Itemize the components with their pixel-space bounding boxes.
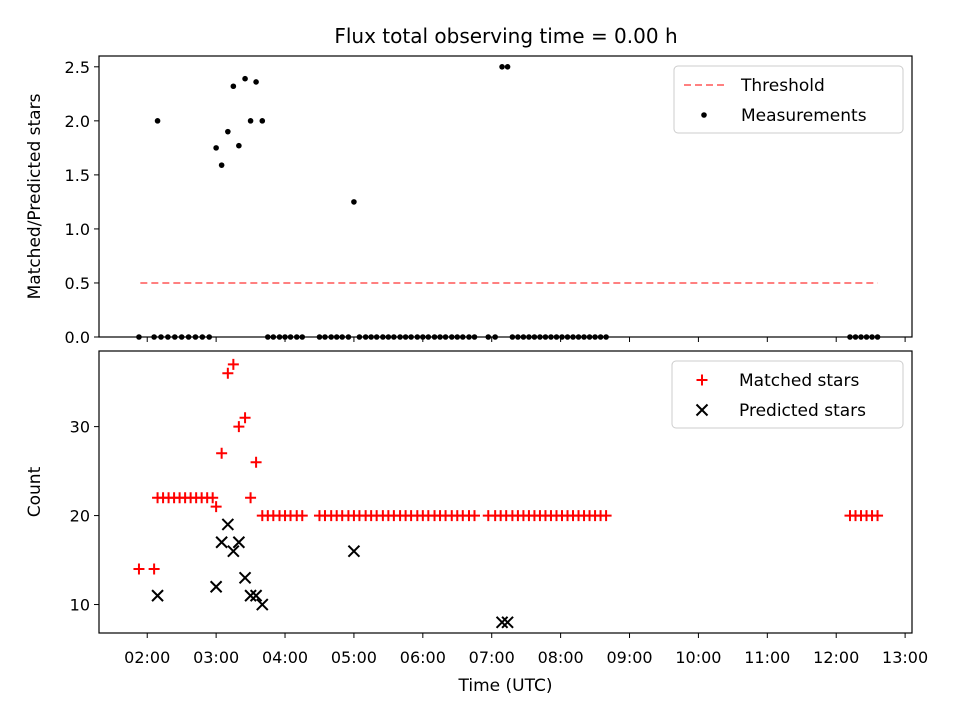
y-tick-label: 2.0 (65, 112, 90, 131)
y-tick-label: 0.0 (65, 328, 90, 347)
x-tick-label: 07:00 (469, 648, 515, 667)
legend-box (671, 360, 904, 429)
y-axis-label: Count (25, 466, 45, 517)
measurement-point (154, 118, 161, 124)
predicted-star-point (215, 536, 228, 549)
x-tick-label: 06:00 (400, 648, 446, 667)
axes-frame (98, 55, 913, 338)
matched-star-point (210, 501, 222, 513)
y-tick-label: 2.5 (65, 58, 90, 77)
matched-star-point (239, 412, 251, 424)
matched-star-point (207, 492, 219, 504)
x-tick-label: 12:00 (813, 648, 859, 667)
x-tick-label: 08:00 (538, 648, 584, 667)
y-tick-label: 1.5 (65, 166, 90, 185)
legend-measurement-swatch (701, 112, 707, 118)
legend-box (673, 65, 904, 134)
measurement-point (351, 199, 357, 205)
top-panel-ratio: 0.0 0.5 1.0 1.5 2.0 2.5 Matched/Predicted star… (25, 55, 913, 347)
matched-star-point (133, 563, 145, 575)
legend-matched-swatch (696, 374, 708, 386)
x-tick-label: 11:00 (744, 648, 790, 667)
legend-label: Threshold (740, 76, 825, 96)
x-tick-label: 10:00 (675, 648, 721, 667)
measurement-point (259, 118, 266, 124)
measurement-point (213, 145, 219, 151)
bottom-panel-counts: 02:00 03:00 04:00 05:00 06:00 07:00 08:00 09:00… (25, 350, 928, 696)
legend: Matched stars Predicted stars (671, 360, 904, 429)
predicted-star-point (238, 571, 252, 585)
measurement-point (242, 75, 248, 82)
predicted-star-point (347, 544, 361, 558)
legend-label: Measurements (741, 106, 867, 126)
predicted-star-point (256, 598, 269, 611)
matched-star-point (245, 492, 257, 504)
x-tick-label: 02:00 (124, 648, 170, 667)
matched-star-point (468, 510, 480, 522)
measurement-point (236, 142, 242, 149)
measurement-point (225, 128, 231, 135)
legend: Threshold Measurements (673, 65, 904, 134)
predicted-star-point (501, 616, 514, 629)
predicted-star-point (232, 536, 246, 549)
x-axis-label: Time (UTC) (458, 676, 553, 696)
x-tick-label: 03:00 (193, 648, 239, 667)
axes-frame (98, 350, 913, 634)
predicted-star-point (227, 544, 240, 558)
matched-star-point (216, 447, 228, 459)
predicted-star-point (244, 589, 257, 602)
y-axis-label: Matched/Predicted stars (25, 93, 45, 299)
matched-star-point (600, 510, 612, 522)
legend-label: Predicted stars (739, 401, 866, 421)
matched-star-point (296, 510, 308, 522)
y-tick-label: 1.0 (65, 220, 90, 239)
matched-star-point (222, 367, 234, 379)
predicted-star-point (249, 589, 263, 602)
matched-star-point (227, 358, 239, 370)
measurement-point (253, 79, 259, 85)
x-tick-label: 09:00 (606, 648, 652, 667)
predicted-star-point (495, 616, 509, 629)
y-tick-label: 10 (70, 596, 90, 615)
measurement-point (504, 64, 511, 70)
measurement-point (218, 162, 225, 168)
legend-label: Matched stars (739, 371, 859, 391)
predicted-star-point (209, 580, 223, 593)
predicted-star-point (151, 589, 164, 602)
y-tick-label: 20 (70, 507, 90, 526)
y-tick-label: 30 (70, 418, 90, 437)
x-tick-label: 13:00 (882, 648, 928, 667)
measurement-point (247, 118, 254, 124)
x-tick-label: 04:00 (262, 648, 308, 667)
figure-title: Flux total observing time = 0.00 h (334, 24, 677, 48)
x-tick-label: 05:00 (331, 648, 377, 667)
matched-star-point (233, 421, 245, 433)
measurement-point (230, 83, 237, 90)
matched-star-point (872, 510, 884, 522)
measurement-point (499, 64, 505, 70)
matched-star-point (250, 456, 262, 468)
predicted-star-point (221, 518, 235, 531)
y-tick-label: 0.5 (65, 274, 90, 293)
matched-star-point (148, 563, 160, 575)
legend-predicted-swatch (695, 403, 709, 417)
